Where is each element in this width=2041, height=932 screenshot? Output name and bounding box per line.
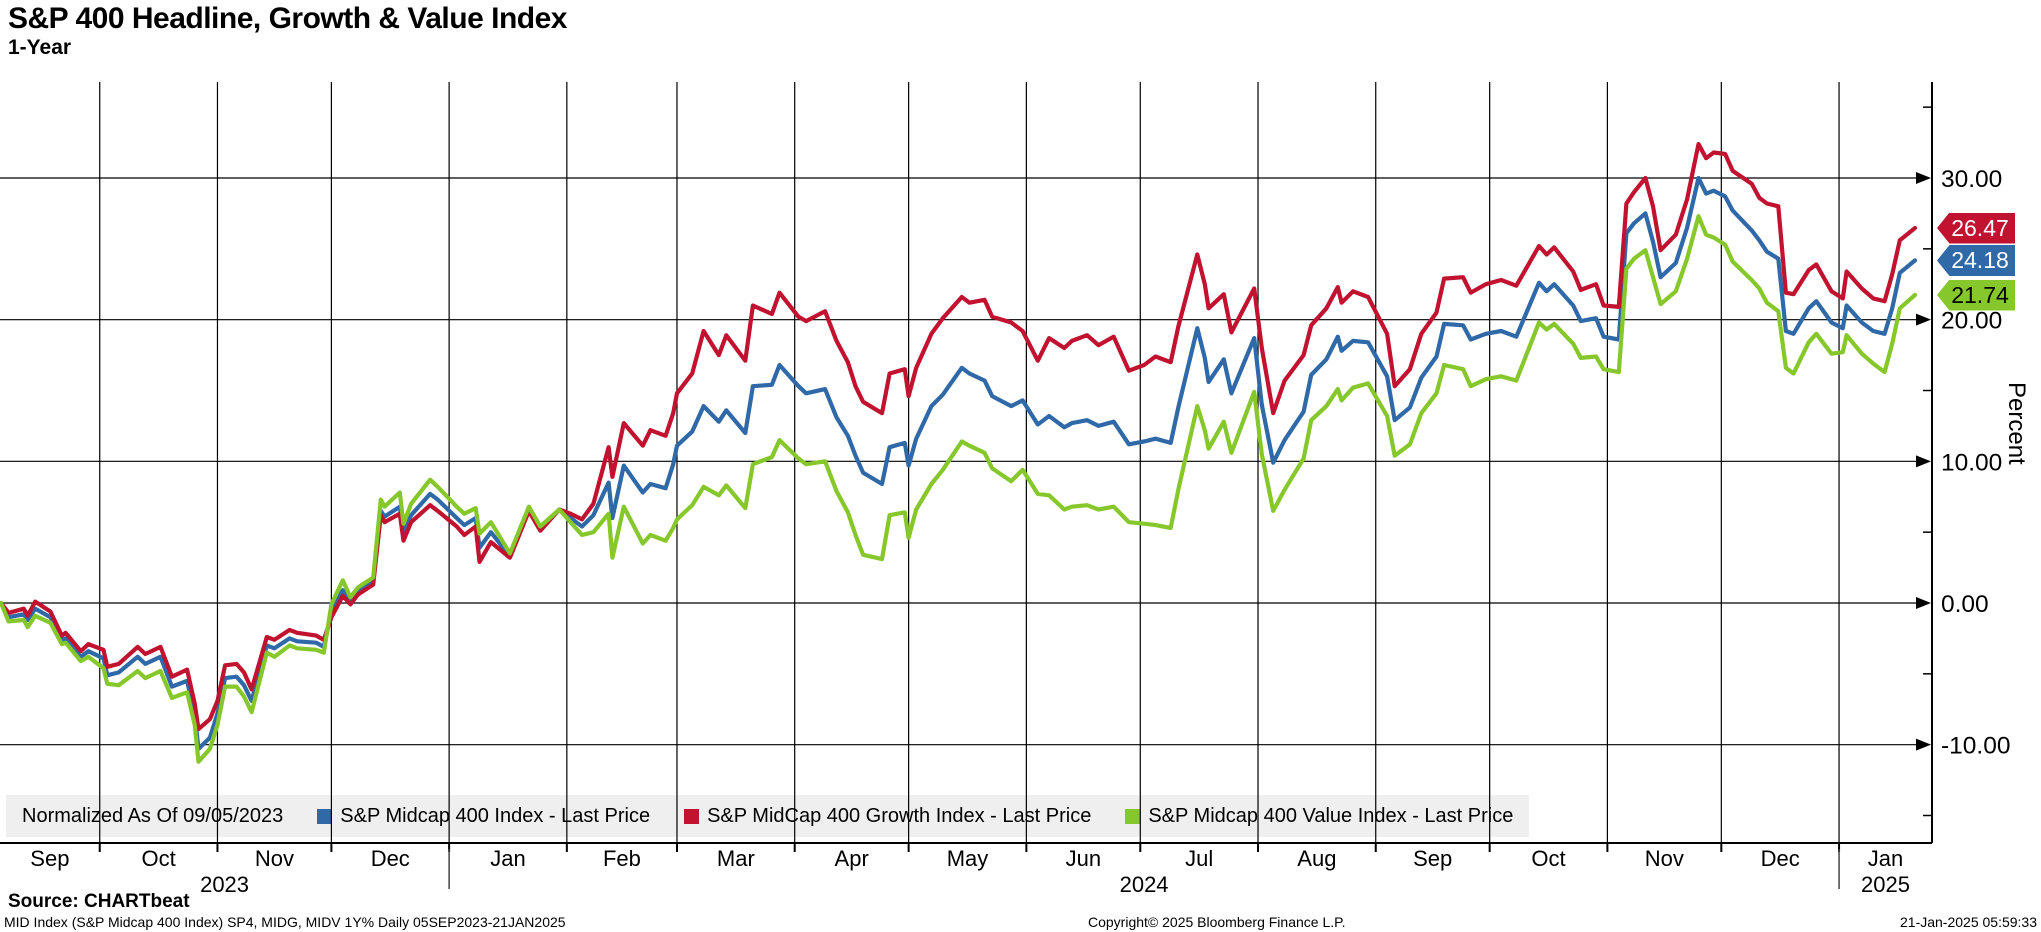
legend-item-value-index[interactable]: S&P Midcap 400 Value Index - Last Price xyxy=(1125,805,1513,828)
x-month-label: Jan xyxy=(1868,846,1903,871)
x-month-label: Oct xyxy=(1531,846,1565,871)
footer-disclaimer: MID Index (S&P Midcap 400 Index) SP4, MI… xyxy=(4,914,566,930)
footer-datetime: 21-Jan-2025 05:59:33 xyxy=(1900,914,2037,930)
x-month-label: Jan xyxy=(490,846,525,871)
x-month-label: Feb xyxy=(603,846,641,871)
chart-subtitle: 1-Year xyxy=(8,36,72,59)
x-month-label: Nov xyxy=(1645,846,1684,871)
last-price-tag-growth: 26.47 xyxy=(1937,212,2015,244)
series-swatch-growth-icon xyxy=(684,808,700,824)
footer-source: Source: CHARTbeat xyxy=(8,891,190,912)
y-tick-label: 20.00 xyxy=(1941,308,2002,335)
x-month-label: Dec xyxy=(1761,846,1800,871)
footer-copyright: Copyright© 2025 Bloomberg Finance L.P. xyxy=(1088,914,1346,930)
legend-item-label: S&P MidCap 400 Growth Index - Last Price xyxy=(707,804,1092,827)
x-month-label: May xyxy=(947,846,989,871)
x-month-label: Sep xyxy=(1413,846,1452,871)
x-month-label: Mar xyxy=(717,846,755,871)
legend-normalized-note: Normalized As Of 09/05/2023 xyxy=(22,804,284,827)
x-month-label: Nov xyxy=(255,846,294,871)
legend: Normalized As Of 09/05/2023 S&P Midcap 4… xyxy=(6,795,1530,837)
x-year-label: 2024 xyxy=(1120,872,1169,897)
y-tick-label: 0.00 xyxy=(1941,591,1989,618)
series-line-index xyxy=(0,175,1918,752)
legend-item-label: S&P Midcap 400 Value Index - Last Price xyxy=(1148,804,1514,827)
y-tick-label: 10.00 xyxy=(1941,449,2002,476)
series-swatch-index-icon xyxy=(317,808,333,824)
x-month-label: Apr xyxy=(835,846,869,871)
last-price-tag-value: 21.74 xyxy=(1937,279,2015,311)
y-axis-title: Percent xyxy=(2003,382,2030,465)
y-tick-label: 30.00 xyxy=(1941,166,2002,193)
x-month-label: Sep xyxy=(30,846,69,871)
legend-item-midcap400-index[interactable]: S&P Midcap 400 Index - Last Price xyxy=(317,805,650,828)
y-tick-label: -10.00 xyxy=(1941,733,2010,760)
x-month-label: Oct xyxy=(141,846,175,871)
x-month-label: Dec xyxy=(371,846,410,871)
legend-item-growth-index[interactable]: S&P MidCap 400 Growth Index - Last Price xyxy=(684,805,1091,828)
x-year-label: 2025 xyxy=(1861,872,1910,897)
series-line-value xyxy=(0,214,1918,764)
series-line-growth xyxy=(0,141,1918,732)
chart-title: S&P 400 Headline, Growth & Value Index xyxy=(8,2,567,35)
legend-item-label: S&P Midcap 400 Index - Last Price xyxy=(340,804,651,827)
last-price-tag-index: 24.18 xyxy=(1937,244,2015,276)
x-month-label: Jul xyxy=(1185,846,1213,871)
series-swatch-value-icon xyxy=(1125,808,1141,824)
x-month-label: Aug xyxy=(1297,846,1336,871)
x-year-label: 2023 xyxy=(200,872,249,897)
x-month-label: Jun xyxy=(1066,846,1101,871)
